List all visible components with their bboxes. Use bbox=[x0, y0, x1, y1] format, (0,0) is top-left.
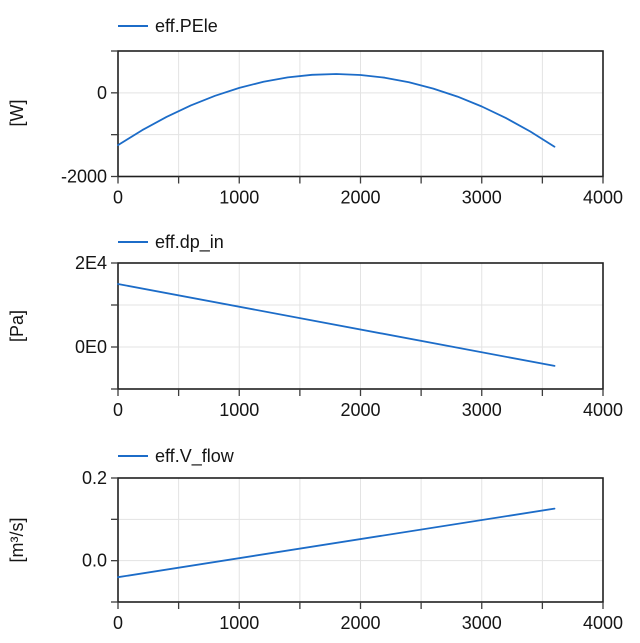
x-tick-label: 0 bbox=[113, 188, 123, 208]
x-tick-label: 2000 bbox=[340, 613, 380, 633]
x-tick-label: 2000 bbox=[340, 188, 380, 208]
x-tick-label: 2000 bbox=[340, 400, 380, 420]
x-tick-label: 0 bbox=[113, 400, 123, 420]
legend-label-dp-in: eff.dp_in bbox=[155, 232, 224, 252]
y-tick-label: 2E4 bbox=[75, 253, 107, 273]
legend-line-sample-pele bbox=[118, 25, 148, 27]
x-tick-label: 3000 bbox=[462, 613, 502, 633]
x-tick-label: 4000 bbox=[583, 613, 623, 633]
y-axis-unit-w: [W] bbox=[7, 99, 27, 127]
x-tick-label: 1000 bbox=[219, 188, 259, 208]
x-tick-label: 4000 bbox=[583, 188, 623, 208]
curve-eff-V_flow bbox=[117, 507, 556, 579]
x-tick-label: 3000 bbox=[462, 188, 502, 208]
y-axis-unit-m3s: [m³/s] bbox=[7, 517, 27, 563]
legend-label-v-flow: eff.V_flow bbox=[155, 446, 234, 466]
x-tick-label: 0 bbox=[113, 613, 123, 633]
y-tick-label: 0 bbox=[97, 83, 107, 103]
legend-dp-in: eff.dp_in bbox=[118, 231, 224, 253]
x-tick-label: 1000 bbox=[219, 400, 259, 420]
y-tick-label: -2000 bbox=[61, 167, 107, 187]
plot-eff-PEle: 0 1000 2000 3000 4000 0 -2000 bbox=[61, 50, 623, 208]
curve-eff-dp_in bbox=[117, 283, 556, 367]
x-tick-label: 3000 bbox=[462, 400, 502, 420]
legend-line-sample-v-flow bbox=[118, 455, 148, 457]
x-tick-label: 1000 bbox=[219, 613, 259, 633]
plot-eff-dp_in: 0 1000 2000 3000 4000 2E4 0E0 bbox=[75, 253, 623, 420]
y-tick-label: 0E0 bbox=[75, 337, 107, 357]
legend-line-sample-dp-in bbox=[118, 241, 148, 243]
legend-v-flow: eff.V_flow bbox=[118, 445, 234, 467]
legend-label-pele: eff.PEle bbox=[155, 16, 218, 36]
x-tick-label: 4000 bbox=[583, 400, 623, 420]
y-axis-unit-pa: [Pa] bbox=[7, 309, 27, 343]
legend-pele: eff.PEle bbox=[118, 15, 218, 37]
y-tick-label: 0.2 bbox=[82, 468, 107, 488]
y-tick-label: 0.0 bbox=[82, 551, 107, 571]
plot-eff-V_flow: 0 1000 2000 3000 4000 0.2 0.0 bbox=[82, 468, 623, 633]
curve-eff-PEle bbox=[117, 73, 556, 148]
